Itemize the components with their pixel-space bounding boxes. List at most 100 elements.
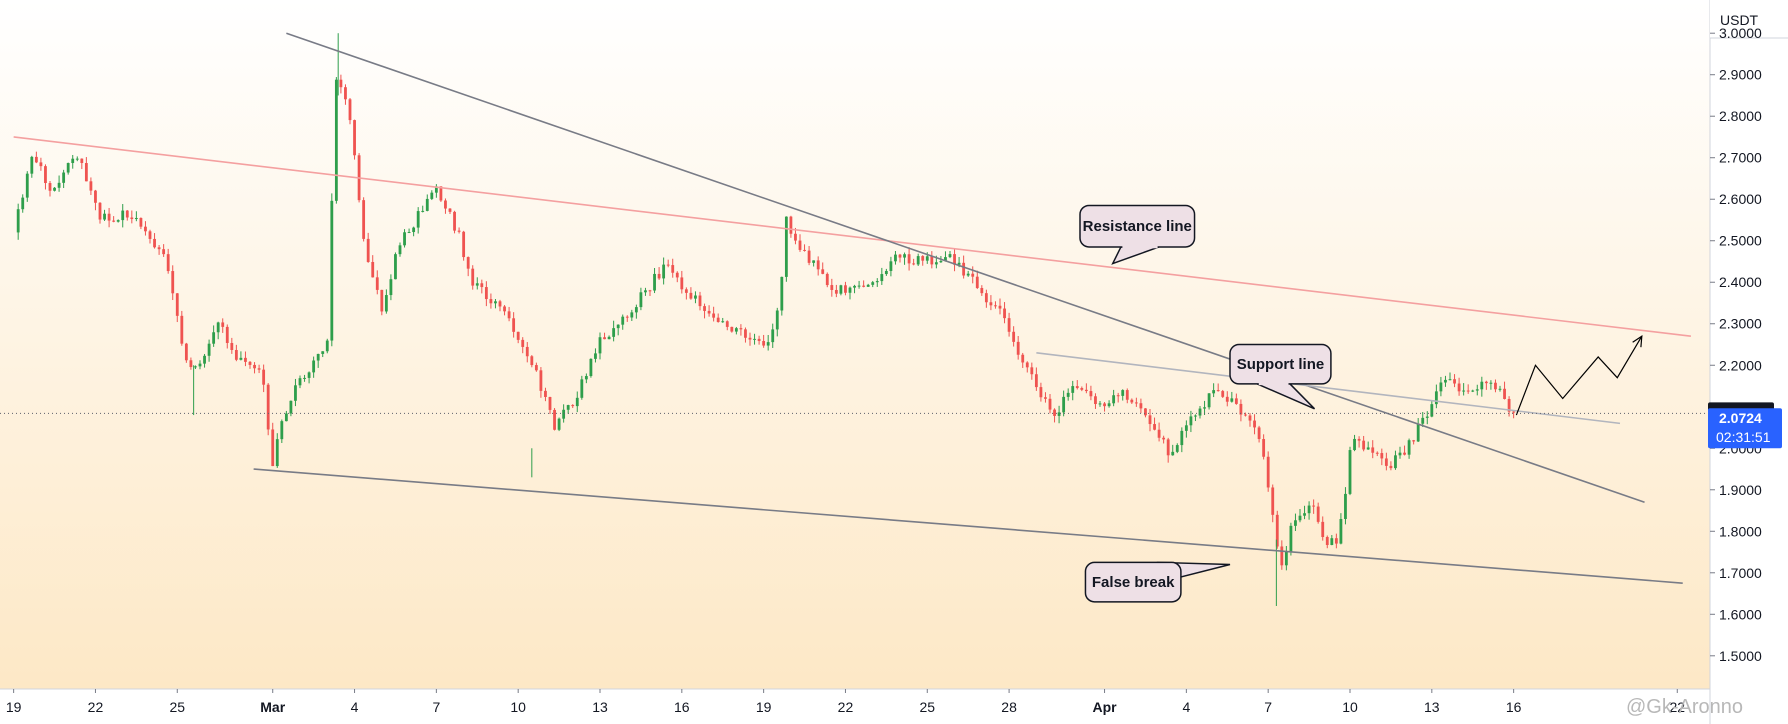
candle-body	[1098, 403, 1102, 405]
candle-body	[389, 279, 393, 296]
candle-body	[871, 282, 875, 285]
x-tick-label: 16	[674, 699, 690, 715]
candle-body	[1512, 411, 1516, 413]
candle-body	[457, 230, 461, 232]
candle-body	[557, 418, 561, 430]
candle-body	[157, 247, 161, 250]
candle-body	[1294, 520, 1297, 526]
candle-body	[548, 396, 552, 410]
y-tick-label: 1.6000	[1719, 606, 1762, 622]
candle-body	[444, 200, 447, 209]
candle-body	[621, 316, 625, 325]
candle-body	[1330, 538, 1334, 546]
y-tick-label: 1.9000	[1719, 482, 1762, 498]
candle-body	[1071, 386, 1075, 393]
candle-body	[925, 256, 929, 261]
time-axis[interactable]: 19 22 25 Mar 4 7 10 13 16 19 22 25 28 Apr 4 7 10 13 16 22	[0, 688, 1788, 724]
candle-body	[744, 329, 747, 338]
callout-box[interactable]	[1084, 561, 1182, 603]
candle-body	[771, 329, 775, 343]
candle-body	[275, 439, 279, 467]
upper-trendline[interactable]	[286, 32, 1645, 503]
candle-body	[644, 290, 647, 293]
candle-body	[1234, 398, 1238, 404]
candle-body	[1334, 538, 1338, 544]
candle-body	[1171, 451, 1175, 456]
candle-body	[980, 287, 984, 294]
candle-body	[1444, 379, 1447, 383]
candle-body	[703, 306, 706, 311]
candle-body	[1416, 423, 1420, 442]
candle-body	[1148, 415, 1152, 425]
candle-body	[1221, 391, 1225, 397]
candle-body	[530, 356, 534, 366]
candle-body	[57, 182, 61, 188]
candle-body	[757, 338, 761, 341]
y-tick-label: 2.9000	[1719, 67, 1762, 83]
candle-body	[721, 321, 725, 323]
candle-body	[966, 273, 970, 276]
candle-body	[534, 365, 538, 371]
candle-body	[1348, 450, 1352, 494]
candle-body	[907, 254, 911, 264]
candle-body	[398, 245, 402, 255]
support-line[interactable]	[1036, 352, 1621, 425]
candle-body	[1507, 398, 1511, 412]
candle-body	[584, 376, 588, 380]
candle-body	[803, 249, 806, 251]
x-tick-label: 7	[432, 699, 440, 715]
candle-body	[1244, 414, 1247, 416]
candle-body	[634, 307, 638, 313]
candle-body	[257, 368, 261, 370]
price-axis[interactable]: USDT 1.50001.60001.70001.80001.90002.000…	[1709, 0, 1788, 689]
candle-body	[266, 384, 270, 430]
x-tick-label: 25	[169, 699, 185, 715]
candle-body	[312, 360, 316, 373]
y-tick-label: 1.5000	[1719, 648, 1762, 664]
candle-body	[380, 289, 384, 312]
candle-body	[1462, 390, 1466, 392]
candle-body	[325, 340, 329, 352]
candle-body	[166, 254, 170, 272]
candle-body	[362, 200, 366, 239]
candle-body	[716, 317, 720, 323]
candle-body	[521, 339, 525, 347]
candle-body	[1266, 456, 1270, 488]
callout-label: Resistance line	[1083, 218, 1192, 235]
currency-label-box[interactable]	[1710, 0, 1788, 38]
candle-body	[484, 287, 488, 300]
candle-body	[498, 301, 502, 307]
candle-body	[944, 257, 947, 262]
lower-trendline[interactable]	[253, 468, 1683, 584]
y-tick-label: 2.2000	[1719, 357, 1762, 373]
candle-body	[1471, 390, 1475, 392]
candle-body	[430, 192, 434, 199]
candle-body	[1271, 487, 1275, 515]
candle-body	[1189, 416, 1193, 426]
candle-body	[121, 210, 125, 221]
candle-body	[1403, 452, 1406, 455]
projection-arrow	[1515, 335, 1643, 416]
candle-body	[1207, 393, 1211, 408]
candle-body	[653, 273, 656, 291]
candle-body	[1316, 506, 1320, 522]
candle-body	[466, 257, 470, 269]
candle-body	[471, 268, 475, 286]
candle-body	[289, 400, 293, 414]
candle-body	[1489, 382, 1493, 384]
bar-countdown: 02:31:51	[1716, 429, 1771, 445]
candle-body	[1125, 390, 1129, 400]
candle-body	[175, 293, 179, 316]
candle-body	[1362, 440, 1366, 450]
resistance-line[interactable]	[13, 136, 1692, 337]
candle-body	[707, 310, 711, 314]
candle-body	[1157, 429, 1161, 438]
candle-body	[639, 292, 643, 308]
candle-body	[689, 292, 693, 299]
candle-body	[339, 79, 343, 88]
candle-body	[516, 331, 520, 340]
currency-label[interactable]: USDT	[1720, 12, 1759, 28]
candle-body	[421, 210, 425, 212]
